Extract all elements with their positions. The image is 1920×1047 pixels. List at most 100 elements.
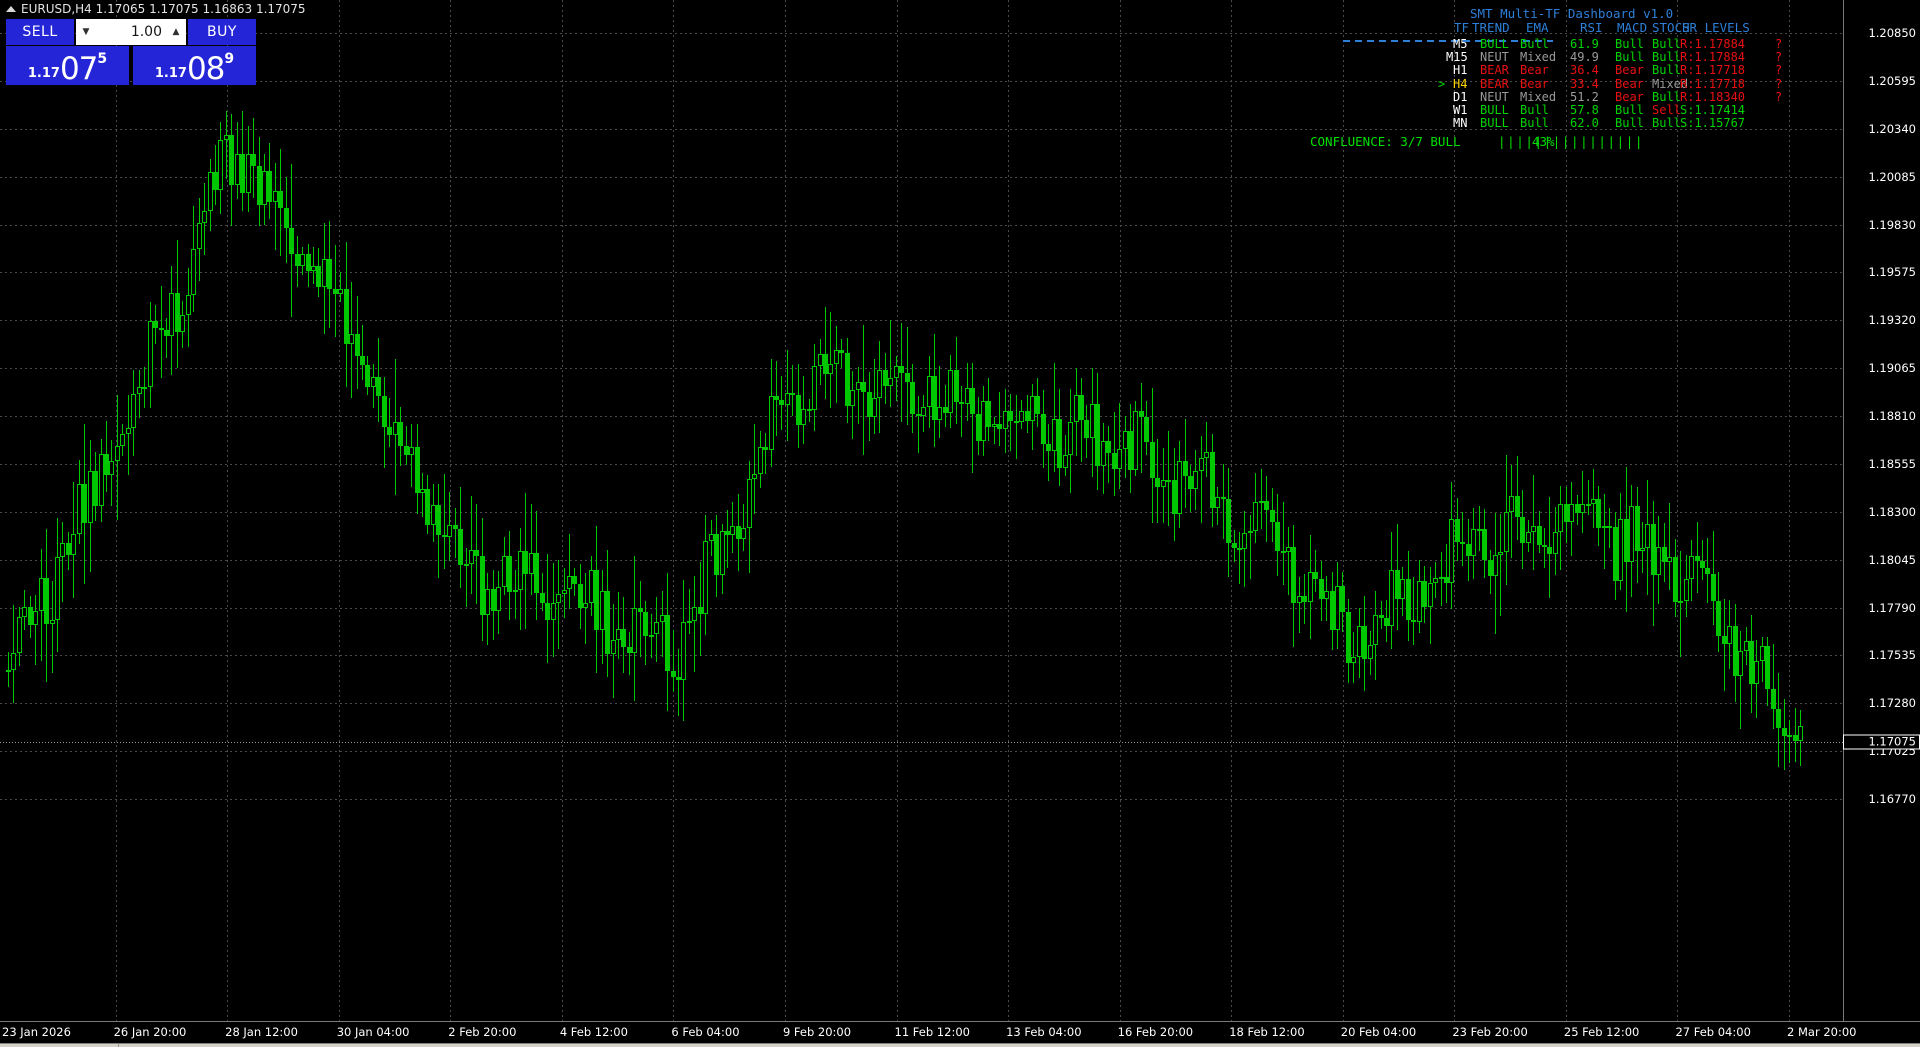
candle-body [1025, 411, 1030, 422]
candle-body [398, 421, 403, 447]
time-tick-label: 23 Jan 2026 [2, 1025, 71, 1039]
chevron-down-icon[interactable]: ▼ [76, 19, 96, 45]
candle-body [1711, 574, 1716, 601]
candle-body [801, 408, 806, 426]
candle-wick [961, 386, 962, 438]
candle-body [692, 607, 697, 621]
gridline-horizontal [0, 655, 1843, 656]
candle-body [224, 135, 229, 141]
candle-wick [1413, 577, 1414, 645]
candle-body [507, 556, 512, 593]
candle-body [720, 531, 725, 575]
dashboard-tf-label: MN [1453, 116, 1468, 131]
dashboard-tf-label: M15 [1446, 50, 1468, 65]
price-scale[interactable]: 1.17075 1.20850 1.20595 1.20340 1.20085 1.19… [1843, 0, 1920, 1021]
candle-body [703, 540, 708, 614]
dashboard-title: SMT Multi-TF Dashboard v1.0 [1470, 6, 1674, 21]
dashboard-trend-value: BULL [1480, 103, 1509, 117]
candle-wick [673, 630, 674, 692]
candle-body [1123, 431, 1128, 450]
dashboard-sr-flag: ? [1775, 50, 1783, 65]
time-tick-label: 9 Feb 20:00 [782, 1025, 852, 1039]
candle-body [856, 382, 861, 390]
candle-wick [1239, 532, 1240, 585]
candle-body [1744, 641, 1749, 651]
candle-body [627, 647, 632, 653]
candle-body [1101, 440, 1106, 466]
indicator-line-blue [1343, 40, 1553, 42]
time-scale[interactable]: 23 Jan 2026 26 Jan 20:00 28 Jan 12:00 30 Ja… [0, 1021, 1920, 1043]
buy-button[interactable]: BUY [188, 19, 256, 45]
time-tick-label: 30 Jan 04:00 [336, 1025, 410, 1039]
candle-body [186, 294, 191, 316]
candle-body [1068, 422, 1073, 456]
candle-body [474, 549, 479, 556]
dashboard-sr-value: R:1.18340 [1680, 89, 1746, 104]
gridline-horizontal [0, 33, 1843, 34]
gridline-vertical [562, 0, 563, 1021]
price-tick-label: 1.20085 [1868, 169, 1916, 184]
dashboard-macd-value: Bull [1615, 103, 1644, 117]
dashboard-macd-value: Bear [1615, 63, 1644, 78]
candle-wick [1582, 470, 1583, 534]
candle-wick [340, 271, 341, 302]
dashboard-rsi-value: 57.8 [1570, 103, 1599, 117]
candle-body [1439, 576, 1444, 579]
candle-wick [411, 423, 412, 487]
chart-plot-area[interactable] [0, 0, 1843, 1021]
dashboard-sr-value: S:1.15767 [1680, 116, 1746, 131]
candle-body [1684, 578, 1689, 602]
chevron-up-icon[interactable]: ▲ [166, 19, 186, 45]
status-bar [0, 1043, 1920, 1047]
candle-body [807, 408, 812, 411]
candle-body [1673, 557, 1678, 603]
candle-body [153, 320, 158, 328]
sell-button[interactable]: SELL [6, 19, 74, 45]
candle-wick [640, 581, 641, 657]
lot-size-input[interactable]: 1.00 [96, 19, 166, 45]
candle-body [741, 527, 746, 540]
candle-body [229, 135, 234, 186]
candle-body [1281, 551, 1286, 554]
candle-body [1221, 496, 1226, 500]
candle-body [774, 395, 779, 401]
gridline-horizontal [0, 751, 1843, 752]
candle-body [567, 576, 572, 590]
candle-body [1204, 452, 1209, 458]
candle-body [33, 611, 38, 625]
candle-body [779, 400, 784, 405]
candle-body [1242, 532, 1247, 550]
lot-size-stepper[interactable]: ▼ 1.00 ▲ [76, 19, 186, 45]
candle-body [1488, 560, 1493, 576]
one-click-trading-panel[interactable]: SELL ▼ 1.00 ▲ BUY 1.17 07 5 1.17 08 9 [6, 19, 256, 85]
candle-body [295, 254, 300, 267]
price-tick-label: 1.17790 [1868, 600, 1916, 615]
candle-wick [999, 392, 1000, 446]
dashboard-stoch-value: Bull [1652, 89, 1681, 104]
time-tick-label: 6 Feb 04:00 [671, 1025, 740, 1039]
candle-body [1738, 650, 1743, 677]
candle-wick [945, 385, 946, 427]
candle-body [257, 165, 262, 205]
buy-price-button[interactable]: 1.17 08 9 [133, 46, 256, 85]
candle-body [948, 369, 953, 413]
candle-body [605, 591, 610, 654]
candle-body [790, 393, 795, 396]
candle-body [1645, 524, 1650, 549]
candle-body [393, 421, 398, 435]
gridline-vertical [897, 0, 898, 1021]
candle-wick [1588, 479, 1589, 515]
candle-wick [1789, 719, 1790, 763]
dashboard-sr-flag: ? [1775, 37, 1783, 51]
sell-price-button[interactable]: 1.17 07 5 [6, 46, 129, 85]
candle-body [1210, 452, 1215, 509]
triangle-up-icon[interactable] [6, 6, 16, 12]
candle-wick [1500, 514, 1501, 616]
gridline-horizontal [0, 177, 1843, 178]
candle-body [1199, 457, 1204, 472]
candle-body [1193, 471, 1198, 489]
candle-body [1498, 552, 1503, 555]
candle-wick [1740, 631, 1741, 730]
candle-body [1471, 528, 1476, 556]
candle-body [6, 670, 11, 672]
